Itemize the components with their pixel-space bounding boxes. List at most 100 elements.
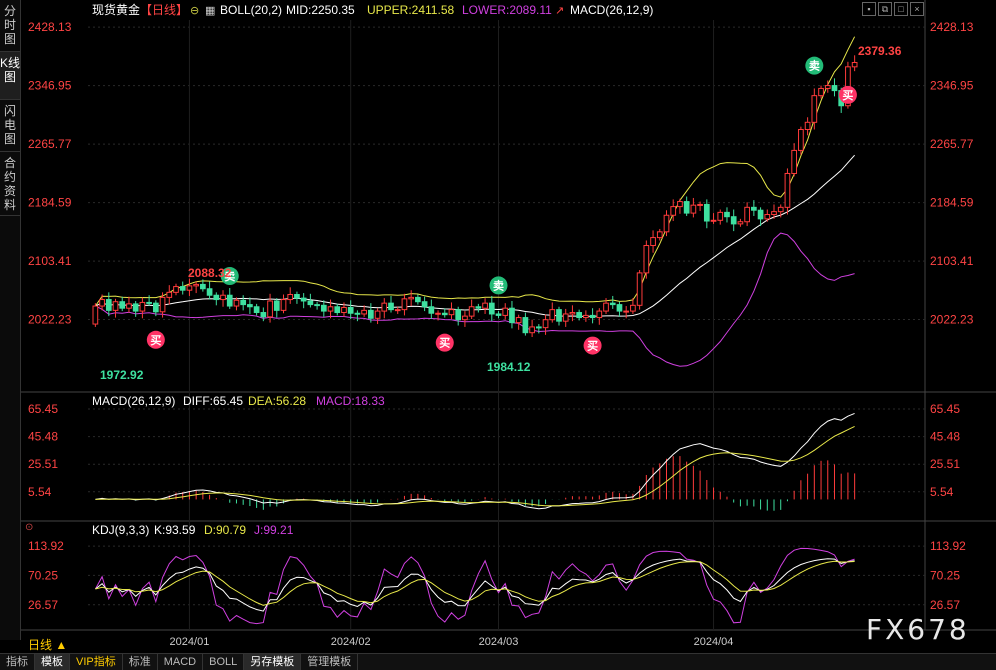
candle — [603, 302, 609, 312]
macd-tick-right: 45.48 — [930, 430, 960, 444]
x-axis-label: 2024/01 — [170, 636, 210, 648]
candle — [636, 272, 643, 306]
kdj-tick-right: 26.57 — [930, 598, 960, 612]
boll-upper: UPPER:2411.58 — [367, 3, 454, 17]
x-axis-label: 2024/03 — [479, 636, 519, 648]
macd-overlay-name: MACD(26,12,9) — [570, 3, 653, 17]
signal-label: 卖 — [224, 269, 235, 283]
sidebar-tab-contract-info[interactable]: 合约资料 — [0, 152, 20, 216]
candle — [462, 315, 468, 321]
macd-arrow-icon: ↗ — [555, 5, 564, 17]
candle — [717, 211, 724, 221]
candle — [267, 300, 273, 318]
candle — [744, 206, 750, 223]
candle — [549, 309, 556, 321]
candle — [502, 307, 509, 316]
candle — [206, 288, 213, 296]
maximize-icon[interactable]: □ — [894, 2, 908, 16]
price-tick-left: 2428.13 — [28, 20, 72, 34]
kdj-tick-right: 113.92 — [930, 539, 966, 553]
candle — [280, 299, 287, 311]
candle — [448, 309, 455, 316]
watermark-logo: FX678 — [866, 613, 970, 646]
boll-upper-line — [94, 36, 856, 307]
macd-tick-left: 25.51 — [28, 457, 58, 471]
macd-tick-left: 65.45 — [28, 402, 58, 416]
candle — [771, 211, 777, 216]
candle — [670, 206, 677, 216]
price-tick-right: 2184.59 — [930, 196, 974, 210]
candle — [683, 201, 690, 214]
period-switch[interactable]: 日线 ▲ — [28, 638, 68, 652]
candle — [824, 85, 831, 89]
price-tick-left: 2265.77 — [28, 137, 72, 151]
candle — [515, 317, 522, 324]
tab-manage-template[interactable]: 管理模板 — [301, 654, 359, 670]
candle — [818, 87, 824, 97]
candle — [408, 296, 415, 300]
price-tick-right: 2428.13 — [930, 20, 974, 34]
tab-template[interactable]: 模板 — [35, 654, 70, 670]
candle — [455, 309, 462, 321]
annotation-low-2: 1984.12 — [487, 360, 531, 374]
candle — [656, 231, 663, 239]
candle — [287, 294, 294, 301]
tab-boll[interactable]: BOLL — [203, 654, 245, 670]
candle — [320, 304, 327, 312]
candle — [415, 296, 421, 303]
candle — [173, 286, 179, 293]
candle — [488, 302, 495, 315]
candle — [737, 221, 744, 225]
signal-label: 买 — [587, 340, 598, 353]
candle — [650, 237, 656, 247]
candle — [401, 298, 408, 311]
price-tick-right: 2103.41 — [930, 254, 974, 268]
candle — [643, 245, 650, 274]
kdj-d: D:90.79 — [204, 523, 246, 537]
candle — [811, 95, 818, 123]
close-icon[interactable]: × — [910, 2, 924, 16]
candle — [529, 326, 535, 334]
kdj-settings-icon[interactable]: ⊙ — [25, 522, 33, 533]
boll-eye-icon[interactable]: ⊖ — [190, 5, 199, 17]
kdj-tick-left: 70.25 — [28, 568, 58, 582]
candle — [428, 306, 435, 314]
candle — [166, 291, 173, 298]
candle — [690, 204, 697, 214]
kdj-tick-left: 26.57 — [28, 598, 58, 612]
tab-save-template[interactable]: 另存模板 — [244, 654, 302, 670]
macd-tick-right: 65.45 — [930, 402, 960, 416]
candle — [784, 172, 791, 208]
sidebar-tab-kline[interactable]: K线图 — [0, 52, 20, 100]
tab-indicator[interactable]: 指标 — [0, 654, 35, 670]
kdj-k: K:93.59 — [154, 523, 196, 537]
kdj-j-line — [94, 547, 855, 625]
price-tick-left: 2184.59 — [28, 196, 72, 210]
sidebar-tab-timeshare[interactable]: 分时图 — [0, 0, 20, 52]
boll-settings-icon[interactable]: ▦ — [205, 5, 215, 17]
candle — [240, 299, 247, 306]
tab-standard[interactable]: 标准 — [123, 654, 158, 670]
price-tick-left: 2022.23 — [28, 313, 72, 327]
signal-label: 卖 — [809, 59, 820, 73]
candle — [851, 62, 858, 68]
candle — [233, 299, 240, 307]
signal-label: 买 — [842, 89, 853, 102]
restore-icon[interactable]: ⧉ — [878, 2, 892, 16]
price-tick-right: 2022.23 — [930, 313, 974, 327]
candle — [677, 201, 683, 208]
candle — [226, 294, 233, 307]
candle — [179, 286, 186, 291]
candle — [126, 303, 132, 309]
sidebar-tab-lightning[interactable]: 闪电图 — [0, 100, 20, 152]
boll-lower: LOWER:2089.11 — [462, 3, 552, 17]
window-icon[interactable]: ▪ — [862, 2, 876, 16]
candle — [99, 299, 105, 307]
bottom-toolbar: 指标 模板 VIP指标 标准 MACD BOLL 另存模板 管理模板 — [0, 653, 996, 670]
header-symbol: 现货黄金 — [92, 2, 140, 17]
annotation-high: 2379.36 — [858, 44, 902, 58]
tab-vip-indicator[interactable]: VIP指标 — [70, 654, 123, 670]
candle — [724, 211, 730, 218]
tab-macd[interactable]: MACD — [158, 654, 204, 670]
